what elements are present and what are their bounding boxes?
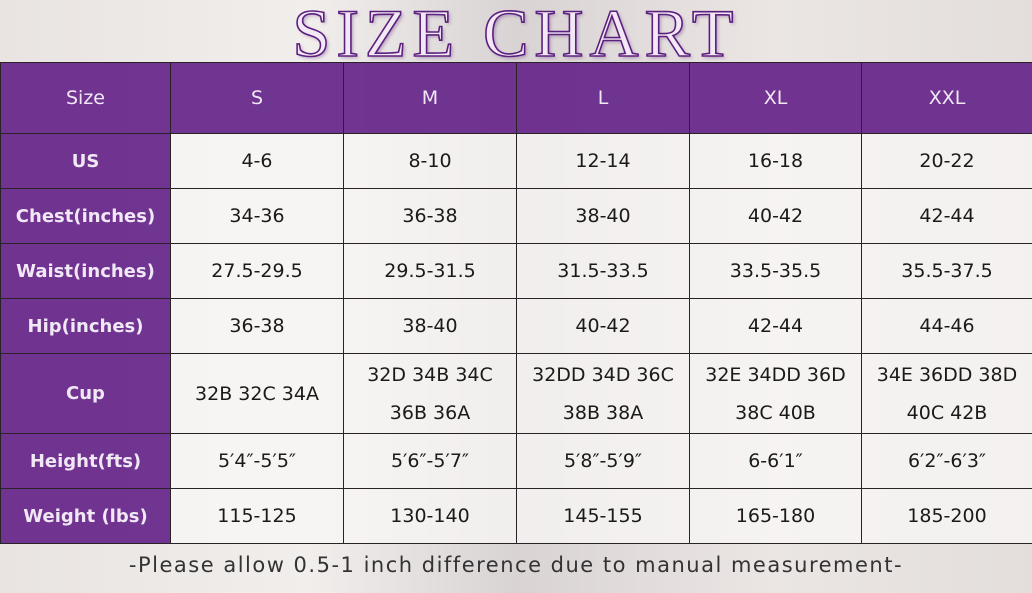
table-cell: 34E 36DD 38D 40C 42B	[861, 353, 1032, 434]
table-cell: 32B 32C 34A	[170, 353, 344, 434]
table-cell: 38-40	[343, 298, 517, 354]
table-cell: 40-42	[689, 188, 862, 244]
table-cell: 20-22	[861, 133, 1032, 189]
table-cell: 32E 34DD 36D 38C 40B	[689, 353, 862, 434]
table-cell: 38-40	[516, 188, 690, 244]
table-cell: 5′6″-5′7″	[343, 433, 517, 489]
table-cell: 29.5-31.5	[343, 243, 517, 299]
table-row: Hip(inches) 36-38 38-40 40-42 42-44 44-46	[0, 298, 1032, 354]
table-cell: 6′2″-6′3″	[861, 433, 1032, 489]
cell-line: 40C 42B	[906, 401, 988, 424]
table-cell: 35.5-37.5	[861, 243, 1032, 299]
table-cell: 165-180	[689, 488, 862, 544]
page-title: SIZE CHART	[292, 0, 740, 72]
table-cell: 27.5-29.5	[170, 243, 344, 299]
table-cell: 44-46	[861, 298, 1032, 354]
row-header: Chest(inches)	[0, 188, 171, 244]
table-row: Waist(inches) 27.5-29.5 29.5-31.5 31.5-33.5…	[0, 243, 1032, 299]
column-header: M	[343, 62, 517, 134]
size-chart-table: Size S M L XL XXL US 4-6 8-10 12-14 16-18 20-22 Che…	[0, 62, 1032, 544]
table-cell: 32D 34B 34C 36B 36A	[343, 353, 517, 434]
column-header: S	[170, 62, 344, 134]
table-cell: 6-6′1″	[689, 433, 862, 489]
table-cell: 185-200	[861, 488, 1032, 544]
table-cell: 5′4″-5′5″	[170, 433, 344, 489]
table-cell: 145-155	[516, 488, 690, 544]
row-header: Hip(inches)	[0, 298, 171, 354]
table-cell: 42-44	[861, 188, 1032, 244]
table-row: US 4-6 8-10 12-14 16-18 20-22	[0, 133, 1032, 189]
table-row: Weight (lbs) 115-125 130-140 145-155 165-180…	[0, 488, 1032, 544]
cell-line: 36B 36A	[389, 401, 471, 424]
row-header: Weight (lbs)	[0, 488, 171, 544]
cell-line: 34E 36DD 38D	[876, 363, 1018, 386]
table-cell: 130-140	[343, 488, 517, 544]
table-cell: 4-6	[170, 133, 344, 189]
table-row: Cup 32B 32C 34A 32D 34B 34C 36B 36A 32DD 34D…	[0, 353, 1032, 434]
cell-line: 38C 40B	[735, 401, 816, 424]
table-cell: 34-36	[170, 188, 344, 244]
table-cell: 36-38	[343, 188, 517, 244]
table-row: Chest(inches) 34-36 36-38 38-40 40-42 42-44	[0, 188, 1032, 244]
table-cell: 42-44	[689, 298, 862, 354]
table-cell: 31.5-33.5	[516, 243, 690, 299]
table-cell: 32DD 34D 36C 38B 38A	[516, 353, 690, 434]
table-cell: 8-10	[343, 133, 517, 189]
row-header: Height(fts)	[0, 433, 171, 489]
row-header: US	[0, 133, 171, 189]
column-header: L	[516, 62, 690, 134]
table-cell: 33.5-35.5	[689, 243, 862, 299]
table-cell: 115-125	[170, 488, 344, 544]
row-header: Waist(inches)	[0, 243, 171, 299]
table-row: Height(fts) 5′4″-5′5″ 5′6″-5′7″ 5′8″-5′9″ 6-…	[0, 433, 1032, 489]
header-row: Size S M L XL XXL	[0, 62, 1032, 134]
column-header: Size	[0, 62, 171, 134]
cell-line: 32B 32C 34A	[195, 382, 319, 405]
table-cell: 12-14	[516, 133, 690, 189]
table-cell: 5′8″-5′9″	[516, 433, 690, 489]
cell-line: 32DD 34D 36C	[532, 363, 674, 386]
table-cell: 36-38	[170, 298, 344, 354]
cell-line: 38B 38A	[562, 401, 644, 424]
table-cell: 40-42	[516, 298, 690, 354]
table-cell: 16-18	[689, 133, 862, 189]
row-header: Cup	[0, 353, 171, 434]
column-header: XL	[689, 62, 862, 134]
measurement-note: -Please allow 0.5-1 inch difference due …	[128, 553, 904, 577]
column-header: XXL	[861, 62, 1032, 134]
cell-line: 32E 34DD 36D	[705, 363, 846, 386]
cell-line: 32D 34B 34C	[367, 363, 493, 386]
